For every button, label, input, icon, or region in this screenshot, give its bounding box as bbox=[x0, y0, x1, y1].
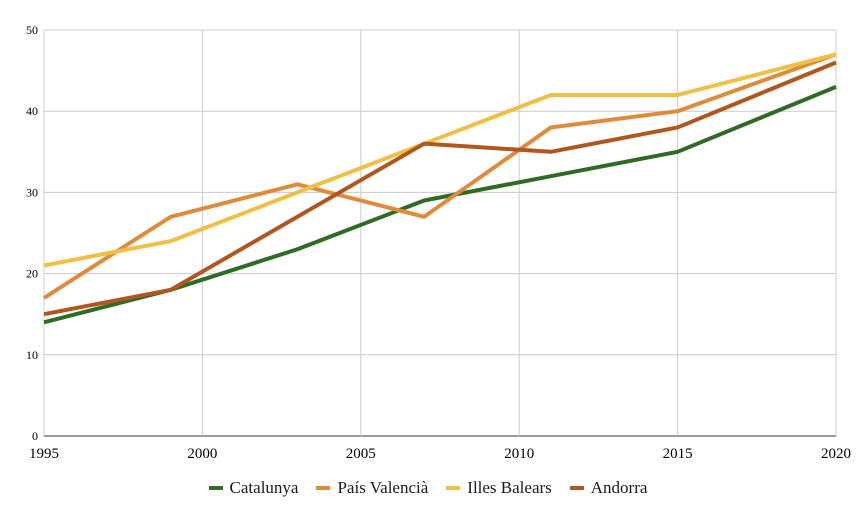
legend-label: Catalunya bbox=[229, 478, 299, 497]
x-tick-label: 2020 bbox=[821, 446, 851, 462]
legend-item: País Valencià bbox=[316, 478, 428, 498]
grid-lines bbox=[43, 29, 837, 437]
legend-swatch bbox=[208, 486, 223, 490]
y-tick-label: 40 bbox=[26, 104, 38, 118]
legend-label: País Valencià bbox=[337, 478, 429, 497]
legend-swatch bbox=[446, 486, 461, 490]
y-axis-ticks: 0 10 20 30 40 50 bbox=[26, 23, 38, 443]
legend-item: Catalunya bbox=[208, 478, 299, 498]
x-tick-label: 1995 bbox=[29, 446, 59, 462]
legend-swatch bbox=[316, 486, 331, 490]
x-tick-label: 2005 bbox=[346, 446, 376, 462]
legend-label: Illes Balears bbox=[467, 478, 552, 497]
legend-item: Andorra bbox=[569, 478, 648, 498]
y-tick-label: 10 bbox=[26, 348, 38, 362]
x-axis-ticks: 1995 2000 2005 2010 2015 2020 bbox=[29, 446, 851, 462]
series-lines bbox=[42, 52, 837, 325]
y-tick-label: 50 bbox=[26, 23, 38, 37]
y-tick-label: 30 bbox=[26, 185, 38, 199]
legend-label: Andorra bbox=[590, 478, 648, 497]
y-tick-label: 20 bbox=[26, 267, 38, 281]
legend: Catalunya País Valencià Illes Balears Andor… bbox=[0, 476, 856, 500]
series-line-3 bbox=[43, 60, 837, 317]
legend-swatch bbox=[569, 486, 584, 490]
line-chart: 0 10 20 30 40 50 1995 2000 2005 2010 2015 2020 bbox=[26, 23, 851, 462]
series-line-1 bbox=[42, 52, 837, 300]
x-tick-label: 2010 bbox=[504, 446, 534, 462]
legend-item: Illes Balears bbox=[446, 478, 552, 498]
x-tick-label: 2000 bbox=[187, 446, 217, 462]
series-line-2 bbox=[43, 52, 837, 268]
y-tick-label: 0 bbox=[32, 429, 38, 443]
x-tick-label: 2015 bbox=[663, 446, 693, 462]
